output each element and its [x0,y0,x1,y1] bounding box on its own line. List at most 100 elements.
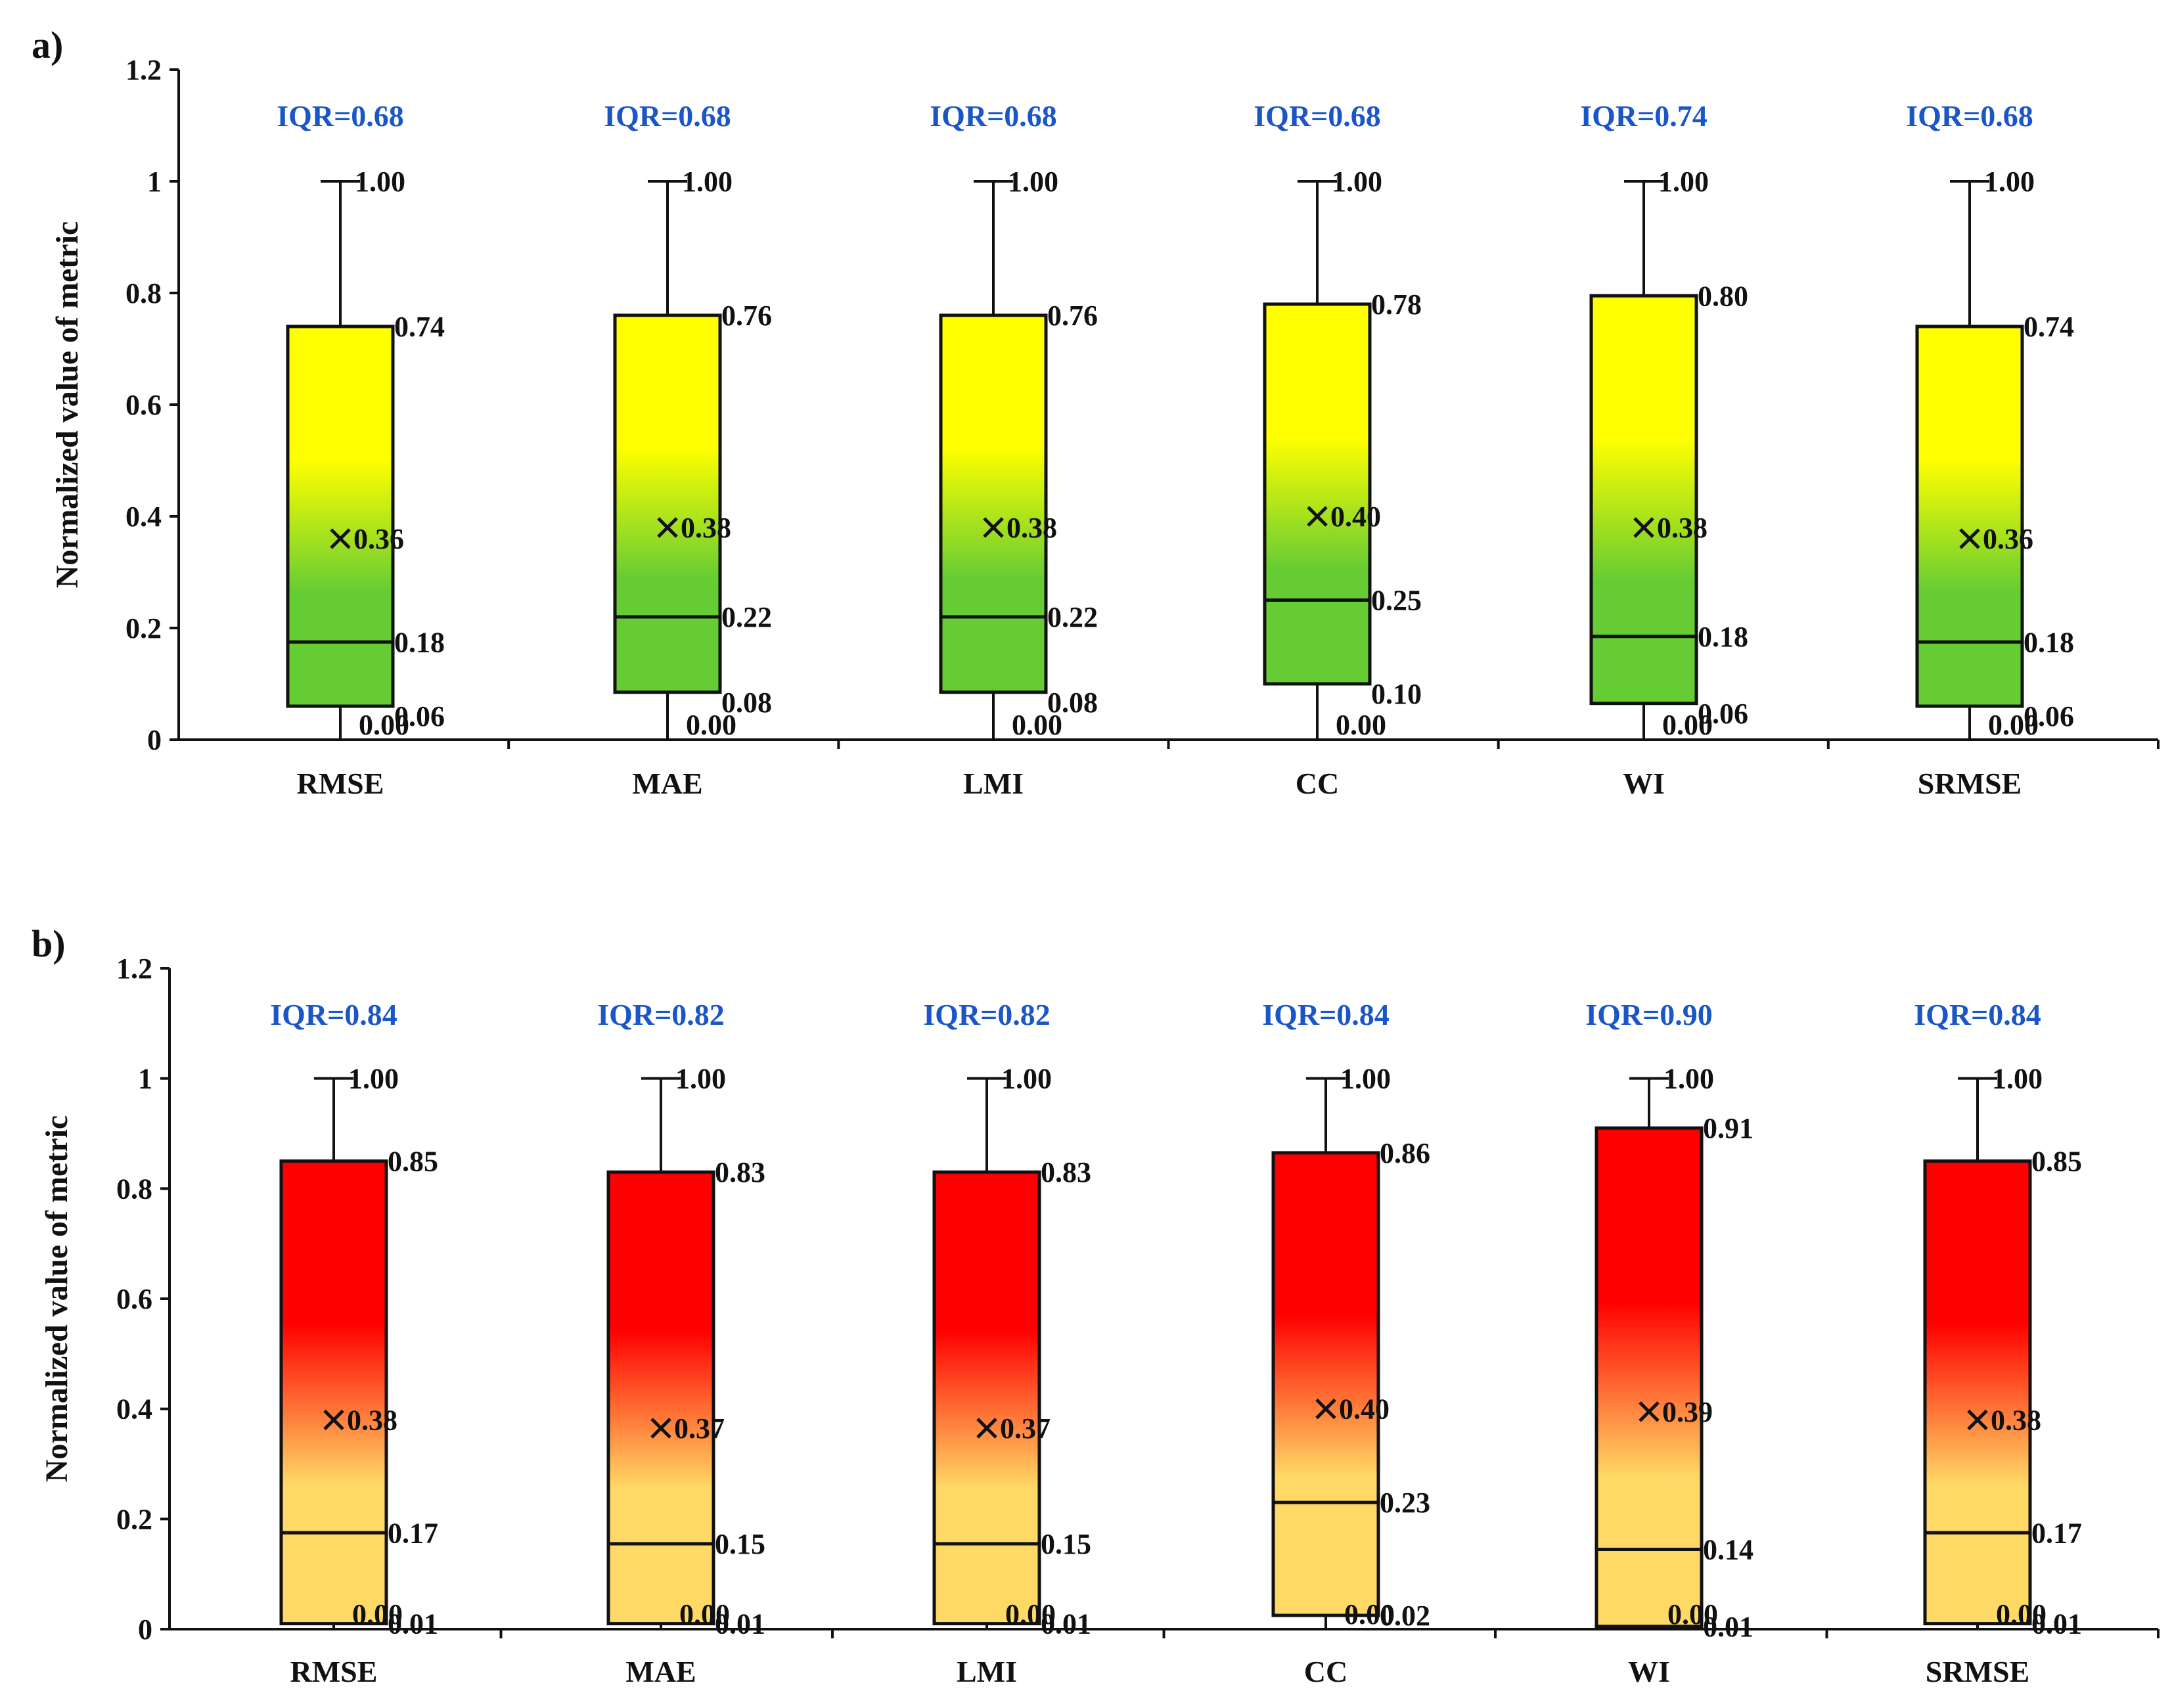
iqr-label: IQR=0.68 [930,99,1057,133]
category-label: MAE [632,767,702,800]
panel-letter: a) [32,24,63,66]
median-label: 0.15 [715,1528,765,1560]
mean-label: 0.38 [347,1404,397,1436]
iqr-label: IQR=0.82 [923,998,1051,1031]
box-lmi: 1.00 0.83 0.37 0.15 0.010.00 IQR=0.82 LMI [923,998,1091,1688]
mean-label: 0.38 [681,512,731,544]
box-mae: 1.00 0.76 0.38 0.22 0.080.00 IQR=0.68 MAE [604,99,772,800]
median-label: 0.17 [2031,1517,2082,1549]
q1-label: 0.06 [1698,698,1748,730]
iqr-box [606,1170,715,1626]
median-label: 0.22 [721,601,772,633]
min-label: 0.00 [686,709,736,741]
min-label: 0.00 [1662,709,1713,741]
iqr-box [1589,294,1698,706]
mean-label: 0.37 [1000,1412,1051,1445]
y-axis-label: Normalized value of metric [39,1115,74,1482]
median-label: 0.22 [1047,601,1098,633]
max-label: 1.00 [1658,166,1709,198]
iqr-box [279,1159,388,1626]
max-label: 1.00 [1001,1063,1052,1095]
category-label: SRMSE [1926,1655,2029,1688]
max-label: 1.00 [1992,1063,2043,1095]
max-label: 1.00 [348,1063,399,1095]
panel-letter: b) [32,922,66,965]
y-tick-label: 1.2 [116,953,152,985]
mean-marker [1959,528,1980,549]
iqr-box [1595,1126,1704,1629]
iqr-label: IQR=0.74 [1580,99,1708,133]
q1-label: 0.01 [1041,1608,1091,1640]
min-label: 0.00 [359,709,409,741]
y-tick-label: 0.2 [125,612,162,644]
iqr-label: IQR=0.84 [1914,998,2041,1031]
iqr-label: IQR=0.90 [1585,998,1713,1031]
iqr-box [1263,302,1372,686]
iqr-label: IQR=0.82 [597,998,725,1031]
max-label: 1.00 [1008,166,1058,198]
max-label: 1.00 [1984,166,2035,198]
mean-label: 0.39 [1662,1396,1713,1428]
q3-label: 0.80 [1698,280,1748,312]
category-label: SRMSE [1918,767,2022,800]
mean-marker [1633,517,1654,538]
iqr-label: IQR=0.68 [604,99,731,133]
q1-label: 0.01 [2031,1608,2082,1640]
box-srmse: 1.00 0.85 0.38 0.17 0.010.00 IQR=0.84 SRMSE [1914,998,2082,1688]
q1-label: 0.06 [2024,700,2074,732]
mean-label: 0.38 [1657,512,1708,544]
median-label: 0.14 [1703,1533,1753,1565]
y-tick-label: 1 [147,166,162,198]
min-label: 0.00 [1988,709,2039,741]
category-label: CC [1296,767,1339,800]
median-label: 0.15 [1041,1528,1091,1560]
median-label: 0.18 [394,626,445,658]
category-label: RMSE [297,767,384,800]
iqr-box [613,313,722,694]
mean-marker [323,1409,344,1431]
y-tick-label: 0.6 [125,389,162,421]
q3-label: 0.85 [388,1145,438,1177]
median-label: 0.18 [1698,621,1748,653]
y-axis-label: Normalized value of metric [50,221,85,588]
iqr-label: IQR=0.68 [1906,99,2033,133]
mean-marker [976,1418,997,1439]
box-rmse: 1.00 0.74 0.36 0.18 0.060.00 IQR=0.68 RMSE [277,99,445,800]
q3-label: 0.83 [715,1156,765,1188]
q1-label: 0.08 [1047,686,1098,719]
mean-label: 0.36 [353,523,404,555]
max-label: 1.00 [1332,166,1382,198]
category-label: WI [1628,1655,1670,1688]
y-tick-label: 0.6 [116,1283,152,1315]
category-label: WI [1623,767,1665,800]
y-tick-label: 1 [138,1063,152,1095]
mean-label: 0.40 [1330,501,1381,533]
iqr-label: IQR=0.68 [1254,99,1381,133]
min-label: 0.00 [1996,1598,2047,1630]
q1-label: 0.01 [715,1608,765,1640]
category-label: LMI [957,1655,1017,1688]
iqr-label: IQR=0.84 [1262,998,1390,1031]
max-label: 1.00 [675,1063,726,1095]
mean-label: 0.36 [1983,523,2033,555]
y-tick-label: 0.4 [116,1393,152,1426]
mean-label: 0.37 [674,1412,725,1445]
box-lmi: 1.00 0.76 0.38 0.22 0.080.00 IQR=0.68 LMI [930,99,1098,800]
q1-label: 0.06 [394,700,445,732]
q3-label: 0.83 [1041,1156,1091,1188]
q3-label: 0.91 [1703,1112,1753,1144]
mean-label: 0.38 [1007,512,1057,544]
q1-label: 0.10 [1371,678,1422,710]
q1-label: 0.01 [1703,1611,1753,1643]
iqr-label: IQR=0.68 [277,99,404,133]
min-label: 0.00 [1336,709,1386,741]
mean-marker [1315,1398,1336,1420]
mean-marker [657,517,678,538]
box-cc: 1.00 0.86 0.40 0.23 0.020.00 IQR=0.84 CC [1262,998,1430,1688]
min-label: 0.00 [1005,1598,1056,1630]
mean-marker [1639,1401,1660,1422]
median-label: 0.18 [2024,626,2074,658]
box-srmse: 1.00 0.74 0.36 0.18 0.060.00 IQR=0.68 SRMSE [1906,99,2074,800]
mean-marker [650,1418,671,1439]
